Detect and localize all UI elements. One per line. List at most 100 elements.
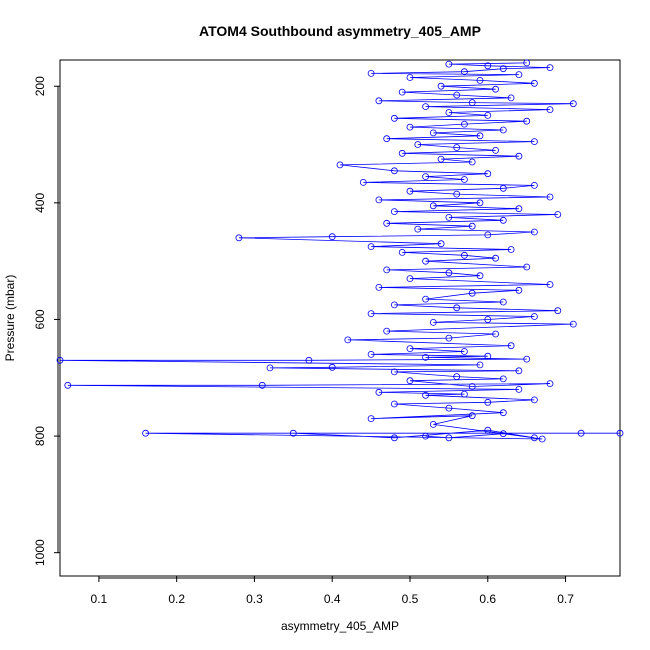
series-points [56, 59, 624, 443]
data-point [445, 269, 453, 277]
data-point [142, 429, 150, 437]
data-point [398, 248, 406, 256]
data-point [507, 246, 515, 253]
data-point [484, 231, 492, 239]
x-tick-label: 0.5 [402, 592, 419, 606]
data-point [460, 348, 468, 355]
data-point [445, 404, 453, 412]
data-point [468, 99, 476, 106]
data-point [406, 74, 414, 81]
data-point [531, 79, 538, 87]
data-point [390, 208, 398, 216]
y-tick-label: 1000 [33, 539, 47, 566]
data-point [546, 380, 554, 388]
x-tick-label: 0.3 [246, 592, 263, 606]
data-point [414, 225, 422, 233]
data-point [507, 342, 515, 350]
data-point [492, 330, 500, 338]
data-point [523, 59, 531, 67]
data-point [531, 228, 538, 236]
data-point [484, 316, 492, 323]
data-point [367, 310, 375, 318]
data-point [468, 383, 476, 390]
data-point [484, 426, 492, 434]
data-point [453, 144, 461, 151]
data-point [616, 429, 624, 437]
data-point [499, 375, 507, 383]
data-point [429, 129, 437, 137]
data-point [468, 412, 476, 420]
x-tick-label: 0.1 [91, 592, 108, 606]
data-point [554, 307, 562, 315]
data-point [414, 141, 422, 148]
data-point [383, 327, 391, 335]
x-axis-label: asymmetry_405_AMP [281, 619, 399, 633]
data-point [507, 94, 515, 102]
data-point [453, 304, 461, 312]
data-point [422, 391, 430, 399]
data-point [445, 434, 453, 442]
x-tick-label: 0.7 [557, 592, 574, 606]
data-point [515, 385, 523, 393]
data-point [546, 193, 554, 201]
data-point [289, 429, 297, 437]
data-point [484, 112, 492, 119]
data-point [422, 432, 430, 440]
data-point [422, 295, 430, 303]
data-point [546, 64, 554, 71]
x-tick-label: 0.6 [479, 592, 496, 606]
data-point [375, 388, 383, 396]
data-point [453, 190, 461, 198]
data-point [445, 60, 453, 68]
data-point [523, 263, 531, 271]
plot-frame [59, 59, 621, 577]
data-point [546, 281, 554, 288]
y-axis-label: Pressure (mbar) [3, 275, 17, 362]
data-point [429, 318, 437, 326]
data-point [484, 62, 492, 70]
data-point [523, 117, 531, 125]
data-point [515, 152, 523, 160]
data-point [406, 345, 414, 353]
data-point [429, 202, 437, 210]
data-point [305, 356, 313, 364]
data-point [460, 68, 468, 76]
data-point [546, 106, 554, 113]
data-point [531, 434, 538, 442]
data-point [422, 353, 430, 361]
data-point [569, 100, 577, 108]
data-point [531, 313, 538, 320]
data-point [390, 167, 398, 175]
data-point [367, 415, 375, 423]
data-point [406, 377, 414, 385]
data-point [437, 155, 445, 163]
data-point [476, 361, 484, 369]
data-point [56, 356, 64, 364]
data-point [476, 77, 484, 84]
data-point [367, 243, 375, 251]
data-point [422, 103, 430, 110]
data-point [406, 123, 414, 131]
data-point [499, 409, 507, 417]
data-point [499, 298, 507, 306]
data-point [531, 181, 538, 189]
data-point [375, 196, 383, 204]
data-point [515, 367, 523, 375]
data-point [453, 91, 461, 99]
data-point [484, 170, 492, 178]
data-point [422, 257, 430, 265]
data-point [336, 161, 344, 169]
data-point [422, 173, 430, 181]
data-point [383, 266, 391, 274]
data-point [531, 396, 538, 404]
data-point [523, 355, 531, 363]
data-point [266, 364, 274, 372]
data-point [445, 334, 453, 342]
y-tick-label: 600 [33, 309, 47, 329]
data-point [515, 205, 523, 213]
data-point [499, 430, 507, 438]
data-point [398, 149, 406, 157]
data-point [406, 275, 414, 283]
data-point [367, 70, 375, 77]
data-point [468, 222, 476, 230]
